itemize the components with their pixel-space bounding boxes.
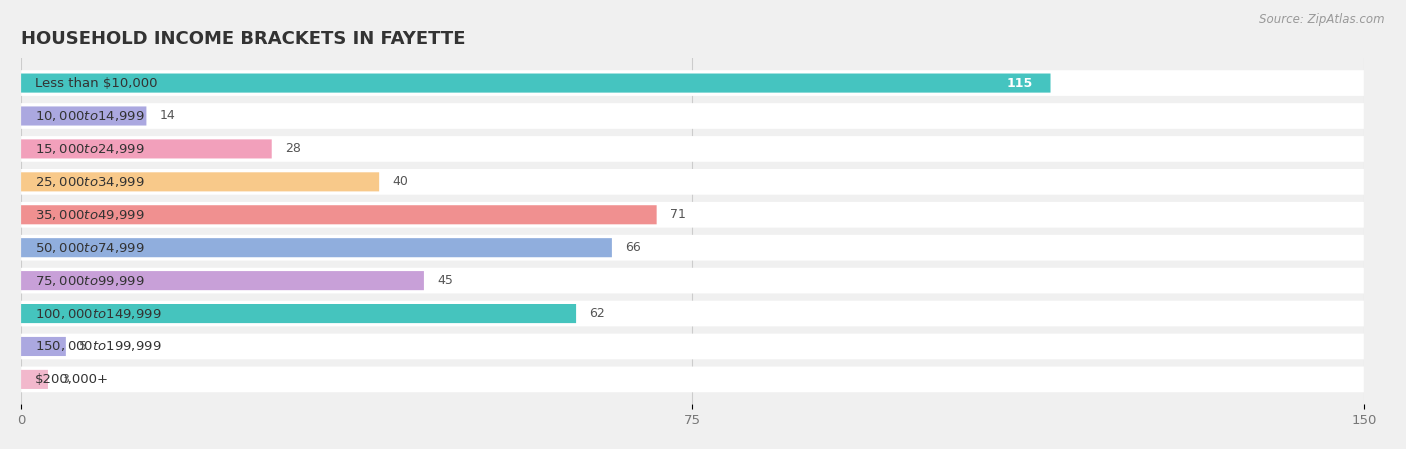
Text: $35,000 to $49,999: $35,000 to $49,999 [35, 208, 145, 222]
FancyBboxPatch shape [21, 268, 1364, 294]
FancyBboxPatch shape [21, 370, 48, 389]
FancyBboxPatch shape [21, 337, 66, 356]
FancyBboxPatch shape [21, 304, 576, 323]
FancyBboxPatch shape [21, 139, 271, 158]
Text: $75,000 to $99,999: $75,000 to $99,999 [35, 273, 145, 288]
Text: 14: 14 [160, 110, 176, 123]
Text: HOUSEHOLD INCOME BRACKETS IN FAYETTE: HOUSEHOLD INCOME BRACKETS IN FAYETTE [21, 31, 465, 48]
Text: 62: 62 [589, 307, 605, 320]
Text: $50,000 to $74,999: $50,000 to $74,999 [35, 241, 145, 255]
Text: Less than $10,000: Less than $10,000 [35, 77, 157, 89]
FancyBboxPatch shape [21, 205, 657, 224]
Text: 115: 115 [1007, 77, 1032, 89]
FancyBboxPatch shape [21, 70, 1364, 96]
FancyBboxPatch shape [21, 202, 1364, 228]
FancyBboxPatch shape [21, 74, 1050, 92]
FancyBboxPatch shape [21, 271, 425, 290]
Text: $200,000+: $200,000+ [35, 373, 108, 386]
FancyBboxPatch shape [21, 172, 380, 191]
Text: 40: 40 [392, 176, 409, 188]
Text: 71: 71 [671, 208, 686, 221]
Text: 5: 5 [79, 340, 87, 353]
FancyBboxPatch shape [21, 169, 1364, 195]
FancyBboxPatch shape [21, 106, 146, 126]
Text: $150,000 to $199,999: $150,000 to $199,999 [35, 339, 162, 353]
FancyBboxPatch shape [21, 235, 1364, 260]
Text: 66: 66 [626, 241, 641, 254]
Text: $25,000 to $34,999: $25,000 to $34,999 [35, 175, 145, 189]
Text: 3: 3 [62, 373, 69, 386]
FancyBboxPatch shape [21, 238, 612, 257]
FancyBboxPatch shape [21, 103, 1364, 129]
FancyBboxPatch shape [21, 301, 1364, 326]
Text: 28: 28 [285, 142, 301, 155]
FancyBboxPatch shape [21, 334, 1364, 359]
FancyBboxPatch shape [21, 136, 1364, 162]
Text: 45: 45 [437, 274, 453, 287]
Text: $100,000 to $149,999: $100,000 to $149,999 [35, 307, 162, 321]
Text: $10,000 to $14,999: $10,000 to $14,999 [35, 109, 145, 123]
FancyBboxPatch shape [21, 366, 1364, 392]
Text: Source: ZipAtlas.com: Source: ZipAtlas.com [1260, 13, 1385, 26]
Text: $15,000 to $24,999: $15,000 to $24,999 [35, 142, 145, 156]
